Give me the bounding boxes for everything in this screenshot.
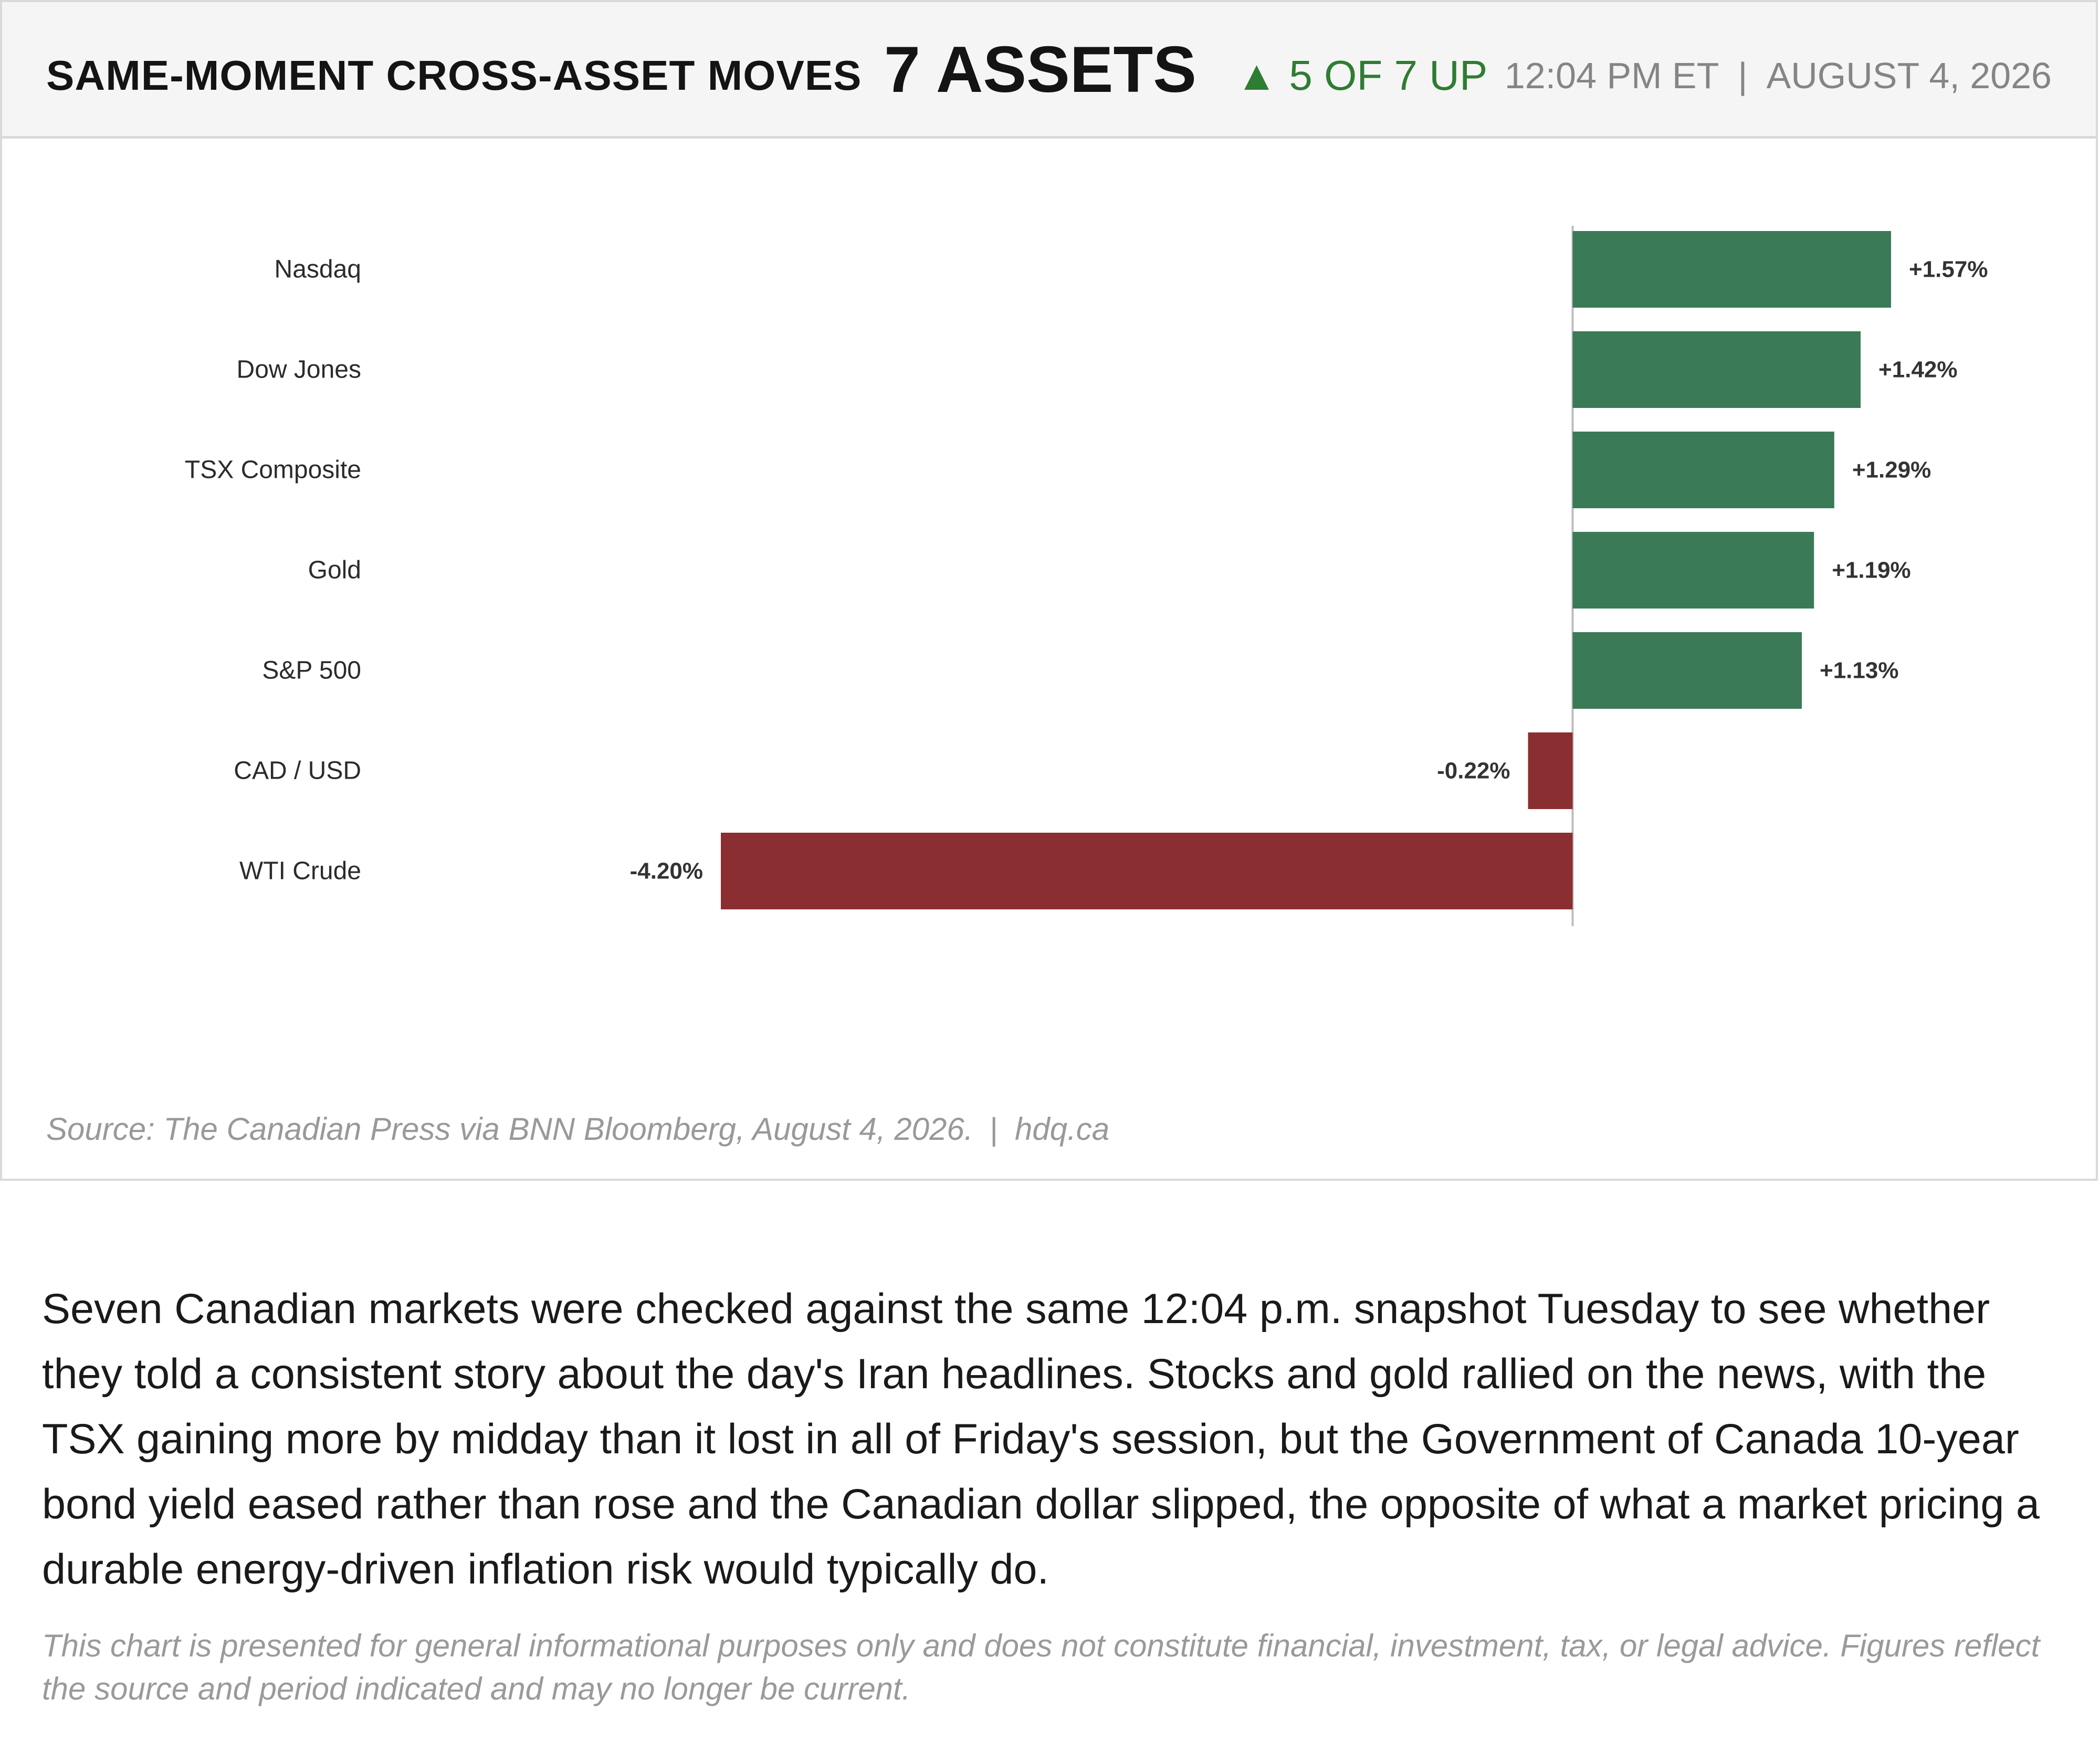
asset-count: 7 ASSETS <box>884 34 1196 106</box>
source-separator: | <box>990 1112 998 1147</box>
chart-title: SAME-MOMENT CROSS-ASSET MOVES <box>46 52 862 99</box>
up-count-text: 5 OF 7 UP <box>1289 52 1488 99</box>
chart-header: SAME-MOMENT CROSS-ASSET MOVES 7 ASSETS ▲… <box>2 2 2096 139</box>
bar <box>1572 432 1834 508</box>
bar <box>721 833 1573 909</box>
disclaimer: This chart is presented for general info… <box>42 1628 2040 1706</box>
value-label: +1.13% <box>1820 658 1898 684</box>
timestamp-separator: | <box>1738 55 1748 96</box>
bar <box>1572 532 1814 609</box>
body-paragraph: Seven Canadian markets were checked agai… <box>42 1285 2040 1593</box>
timestamp: 12:04 PM ET | AUGUST 4, 2026 <box>1505 55 2052 97</box>
chart-card: SAME-MOMENT CROSS-ASSET MOVES 7 ASSETS ▲… <box>0 0 2098 1181</box>
value-label: -0.22% <box>1437 758 1510 784</box>
category-label: Dow Jones <box>237 356 361 384</box>
bar-chart-svg: Nasdaq +1.57% Dow Jones +1.42% TSX Composite… <box>185 226 1988 926</box>
category-label: Gold <box>308 557 361 584</box>
category-label: Nasdaq <box>275 256 361 284</box>
value-label: -4.20% <box>630 858 703 884</box>
category-label: S&P 500 <box>262 657 361 685</box>
bar <box>1572 632 1802 709</box>
value-label: +1.42% <box>1878 357 1957 383</box>
bar <box>1572 231 1891 308</box>
category-label: TSX Composite <box>185 456 361 484</box>
bar <box>1572 331 1861 408</box>
source-line: Source: The Canadian Press via BNN Bloom… <box>46 1111 1109 1147</box>
category-label: CAD / USD <box>234 757 361 785</box>
value-label: +1.57% <box>1909 257 1988 282</box>
value-label: +1.19% <box>1832 558 1910 583</box>
source-text: Source: The Canadian Press via BNN Bloom… <box>46 1112 973 1147</box>
bar-chart: Nasdaq +1.57% Dow Jones +1.42% TSX Composite… <box>2 139 2098 989</box>
category-label: WTI Crude <box>239 857 361 885</box>
bar <box>1528 732 1573 809</box>
timestamp-date: AUGUST 4, 2026 <box>1766 55 2052 96</box>
timestamp-time: 12:04 PM ET <box>1504 55 1719 96</box>
source-site: hdq.ca <box>1015 1112 1110 1147</box>
value-label: +1.29% <box>1852 457 1931 483</box>
up-summary: ▲ 5 OF 7 UP <box>1236 51 1487 100</box>
up-arrow-icon: ▲ <box>1236 52 1278 99</box>
